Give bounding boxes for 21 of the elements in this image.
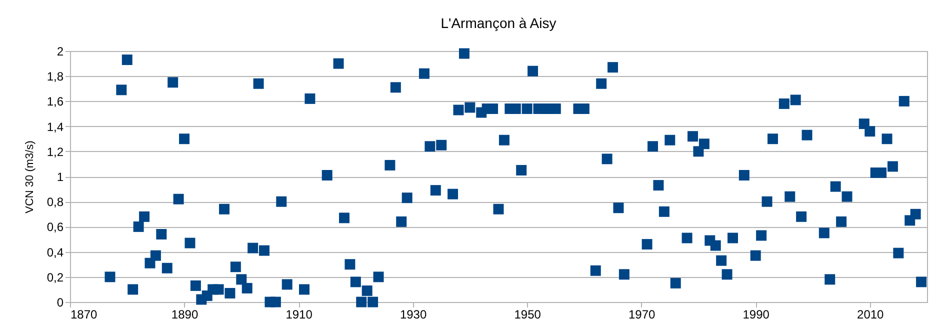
x-tick-label: 1950	[514, 308, 542, 322]
y-tick-label: 1,2	[46, 144, 64, 159]
y-tick-label: 0,6	[46, 220, 64, 234]
y-tick-label: 2	[56, 44, 64, 58]
y-tick-label: 1,4	[46, 120, 64, 134]
x-tick-label: 1970	[628, 308, 656, 322]
y-axis-title: VCN 30 (m3/s)	[24, 140, 36, 214]
x-tick-label: 2010	[857, 308, 884, 322]
chart-title: L'Armançon à Aisy	[440, 15, 556, 31]
x-tick-label: 1890	[171, 308, 198, 322]
y-tick-label: 1	[56, 170, 64, 184]
y-tick-label: 0,4	[46, 245, 64, 260]
y-tick-label: 0	[56, 296, 64, 310]
x-tick-label: 1990	[742, 308, 770, 322]
y-tick-label: 0,2	[46, 270, 64, 284]
x-tick-label: 1870	[70, 308, 98, 322]
y-tick-label: 1,6	[46, 94, 64, 109]
x-tick-label: 1910	[286, 308, 313, 322]
y-tick-label: 0,8	[46, 195, 64, 210]
x-tick-label: 1930	[400, 308, 427, 322]
y-tick-label: 1,8	[46, 70, 64, 84]
